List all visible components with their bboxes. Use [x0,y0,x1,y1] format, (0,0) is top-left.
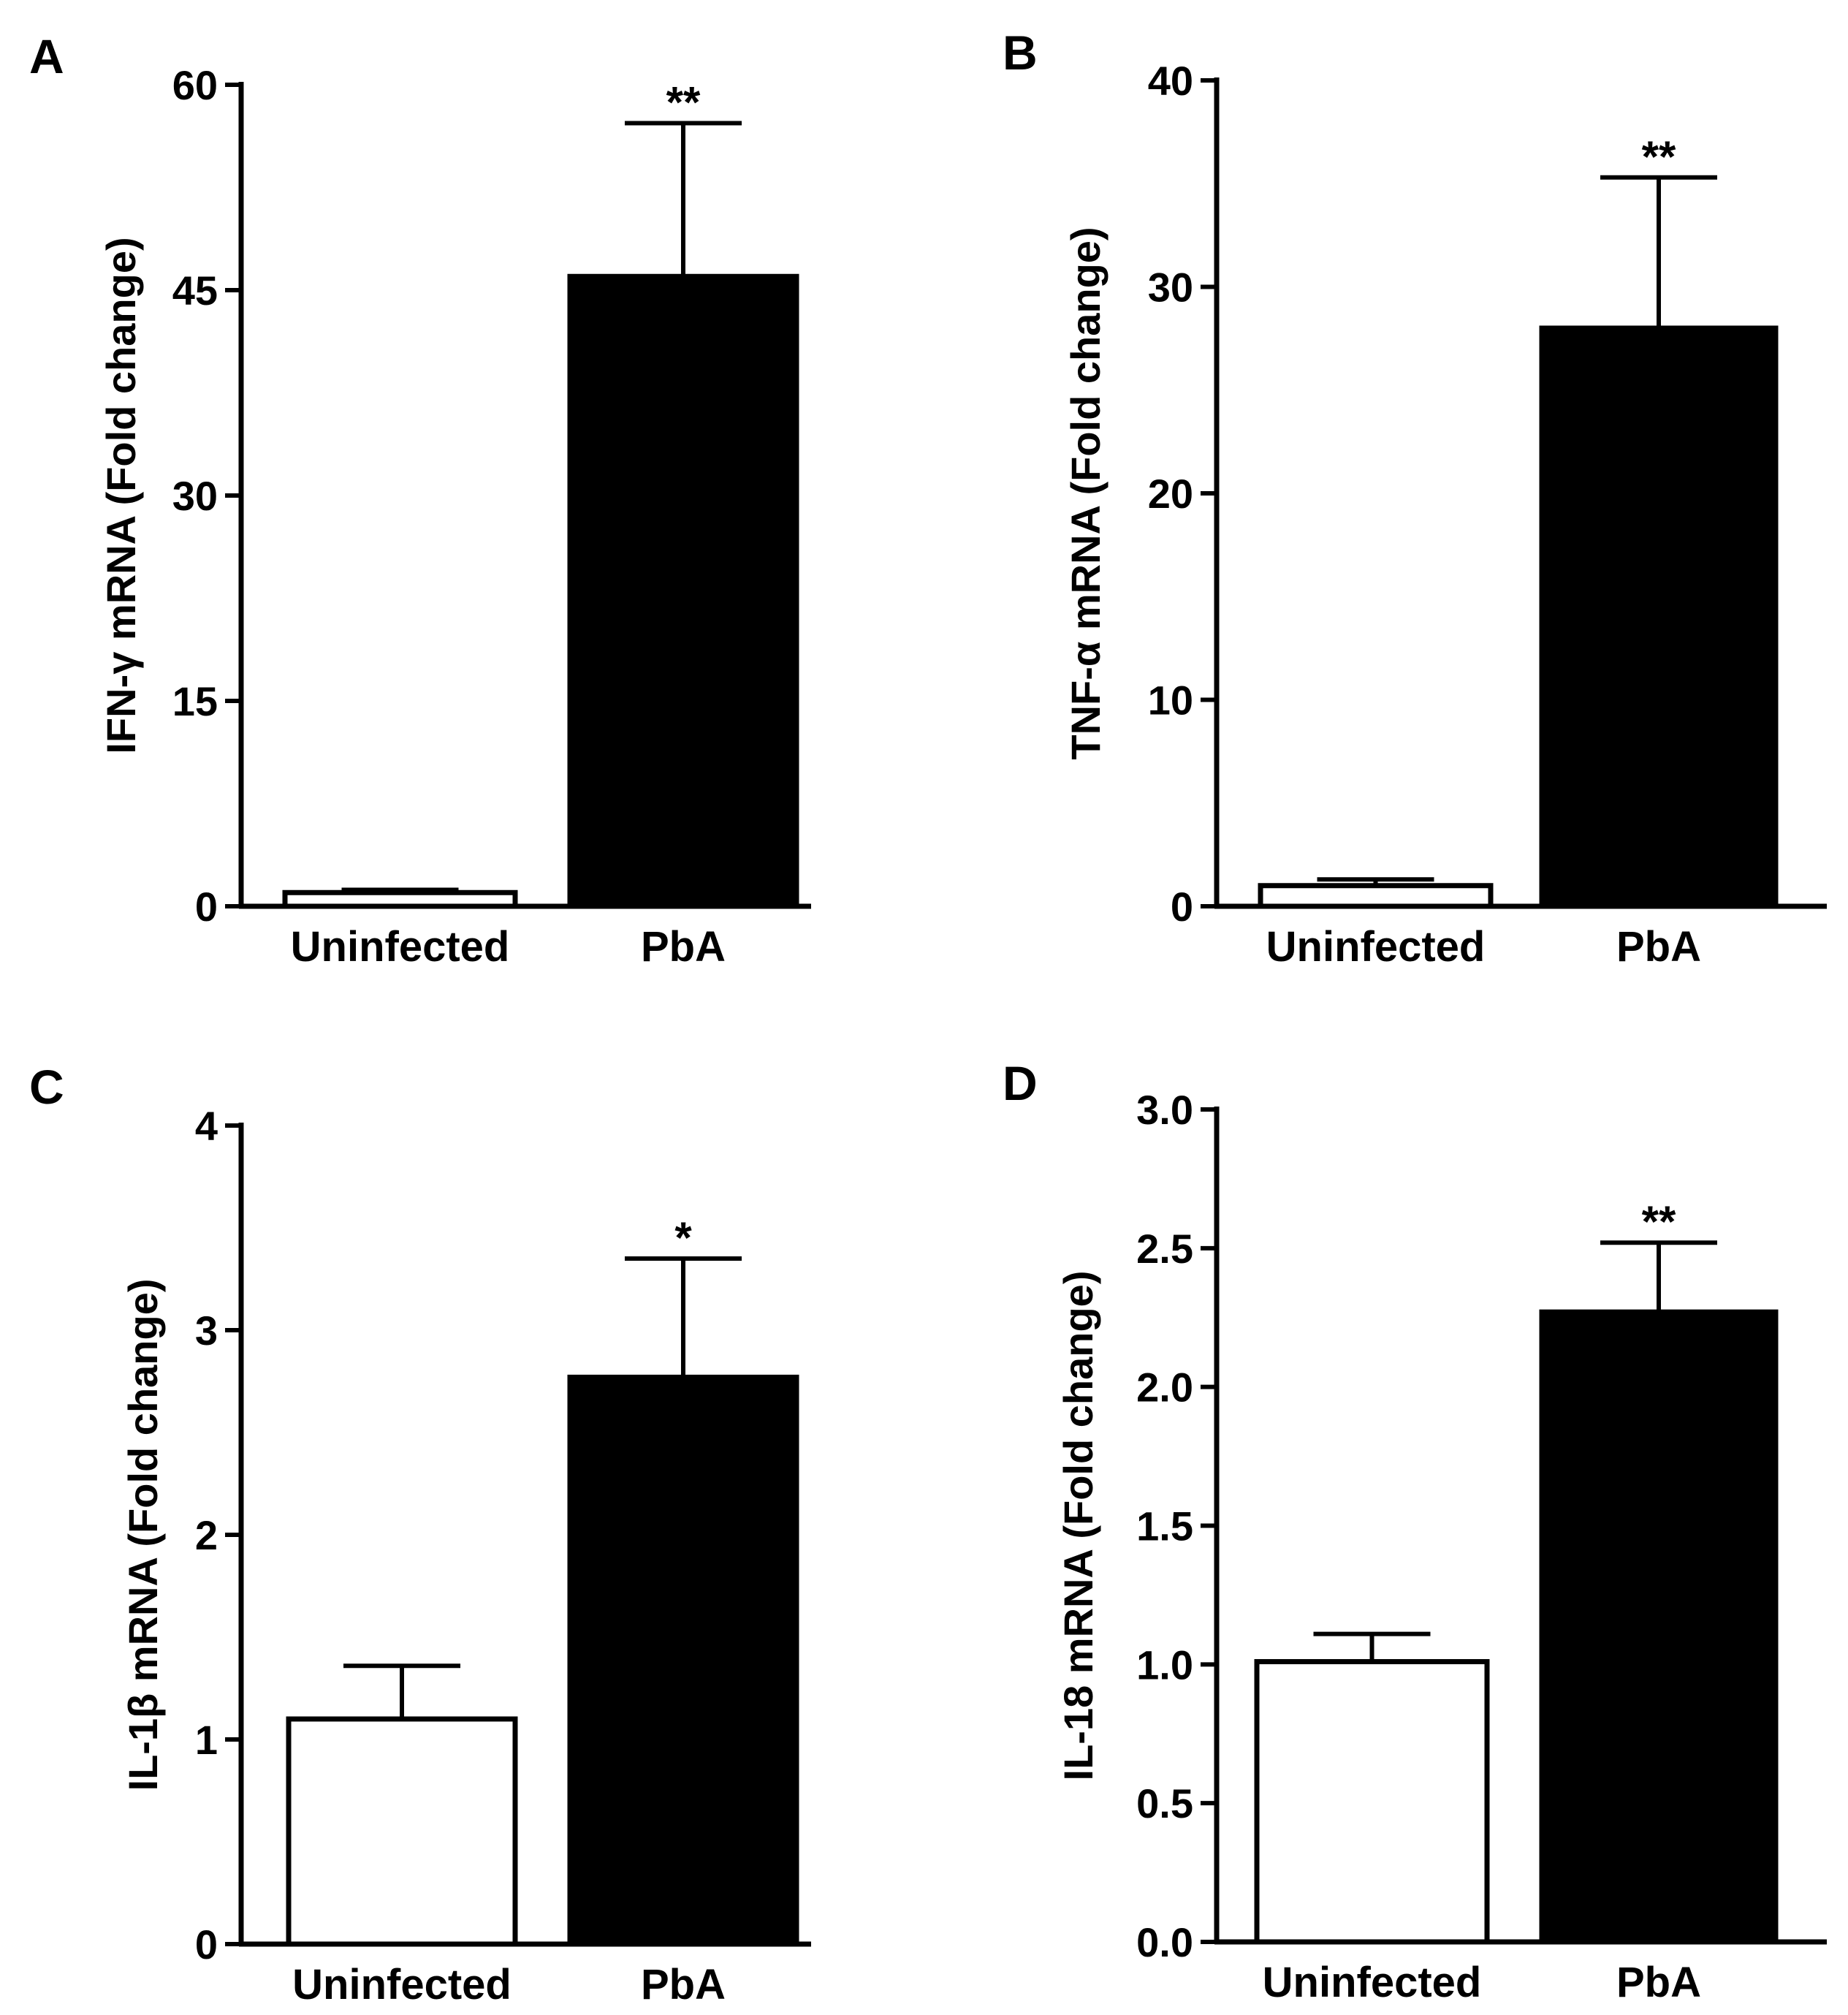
y-axis-label: IL-1β mRNA (Fold change) [120,1279,166,1791]
significance-marker: ** [1642,1197,1676,1246]
y-tick-label: 2 [195,1512,218,1558]
bar-pba [1539,325,1779,909]
panel-label: C [29,1060,64,1114]
y-tick-label: 2.0 [1136,1365,1193,1411]
x-tick-label: PbA [641,923,726,971]
x-tick-label: Uninfected [1263,1959,1482,2006]
x-tick-label: PbA [1616,923,1701,971]
x-tick-label: PbA [641,1961,726,2008]
panel-label: B [1003,26,1038,80]
y-tick-label: 45 [172,267,218,314]
bar-pba [567,273,799,909]
y-tick-label: 3.0 [1136,1087,1193,1133]
bar-pba [567,1374,799,1947]
panel-label: D [1003,1056,1038,1110]
chart-panel-a: A IFN-γ mRNA (Fold change) Uninfected ** PbA… [29,29,811,971]
panel-label: A [29,29,64,83]
x-tick-label: Uninfected [292,1961,512,2008]
y-tick-label: 3 [195,1308,218,1354]
bar-uninfected [1254,1659,1490,1945]
x-tick-label: PbA [1616,1959,1701,2006]
y-tick-label: 40 [1148,58,1193,104]
significance-marker: * [674,1213,692,1262]
y-tick-label: 30 [172,473,218,519]
y-tick-label: 0.5 [1136,1780,1193,1826]
y-tick-label: 1.0 [1136,1642,1193,1688]
bar-uninfected [286,1716,518,1947]
x-tick-label: Uninfected [291,923,510,971]
chart-panel-d: D IL-18 mRNA (Fold change) Uninfected ** PbA… [1003,1056,1827,2006]
chart-panel-b: B TNF-α mRNA (Fold change) Uninfected ** PbA… [1003,26,1827,971]
y-tick-label: 2.5 [1136,1226,1193,1272]
bar-uninfected [1258,883,1494,909]
y-tick-label: 10 [1148,678,1193,724]
y-tick-label: 0 [1171,884,1193,930]
y-axis-label: IL-18 mRNA (Fold change) [1055,1271,1101,1781]
significance-marker: ** [1642,132,1676,181]
y-tick-label: 0 [195,884,218,930]
y-tick-label: 1 [195,1717,218,1763]
y-tick-label: 0.0 [1136,1919,1193,1965]
bar-pba [1539,1309,1779,1945]
y-tick-label: 30 [1148,265,1193,311]
chart-panel-c: C IL-1β mRNA (Fold change) Uninfected * PbA 0… [29,1060,811,2008]
y-tick-label: 20 [1148,471,1193,517]
y-axis-label: TNF-α mRNA (Fold change) [1062,227,1109,759]
y-tick-label: 4 [195,1103,218,1149]
y-tick-label: 0 [195,1921,218,1967]
x-tick-label: Uninfected [1266,923,1486,971]
y-tick-label: 1.5 [1136,1503,1193,1549]
y-tick-label: 15 [172,678,218,724]
y-tick-label: 60 [172,62,218,108]
y-axis-label: IFN-γ mRNA (Fold change) [98,237,144,754]
significance-marker: ** [666,77,701,126]
